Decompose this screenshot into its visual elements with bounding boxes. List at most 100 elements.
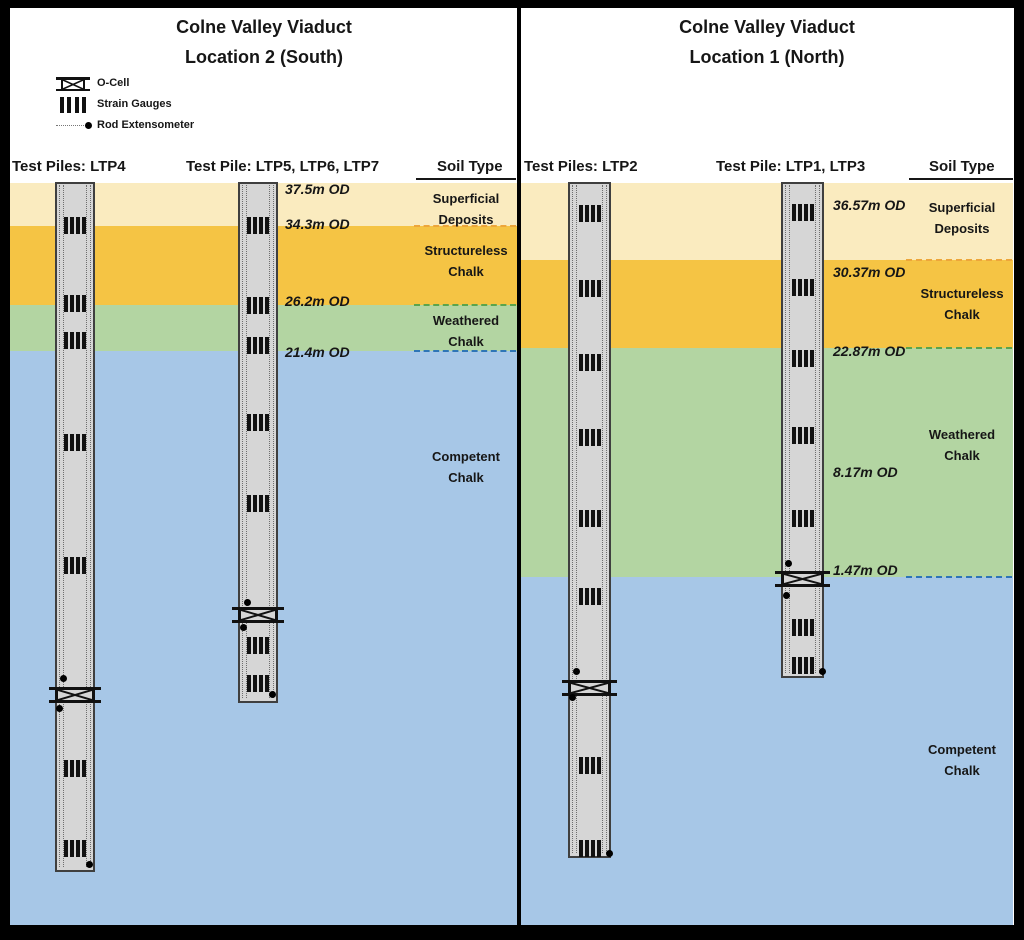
test-pile <box>55 182 95 872</box>
legend-label-ocell: O-Cell <box>97 77 130 89</box>
strain-gauges-icon <box>247 297 269 314</box>
column-header: Soil Type <box>437 158 503 175</box>
rod-extensometer-dot <box>573 668 580 675</box>
strain-gauges-icon <box>578 354 601 371</box>
strain-gauges-icon <box>247 217 269 234</box>
rod-extensometer-line <box>789 185 790 673</box>
ocell-top-bar <box>49 687 101 690</box>
strain-gauges-icon <box>247 337 269 354</box>
rod-extensometer-dot <box>819 668 826 675</box>
rod-extensometer-line <box>572 185 573 853</box>
rod-extensometer-dot <box>783 592 790 599</box>
strain-gauges-icon <box>791 657 814 674</box>
elevation-label: 34.3m OD <box>285 216 350 232</box>
strain-gauges-icon <box>247 495 269 512</box>
rod-extensometer-dot <box>606 850 613 857</box>
column-header: Test Pile: LTP5, LTP6, LTP7 <box>186 158 380 175</box>
rod-extensometer-line <box>242 185 243 698</box>
panel-title-line2: Location 2 (South) <box>185 47 343 67</box>
ocell-icon <box>238 610 278 620</box>
legend: O-Cell Strain Gauges Rod Extensometer <box>56 76 316 138</box>
rod-extensometer-line <box>269 185 270 698</box>
ocell-top-bar <box>562 680 617 683</box>
layer-boundary-dash <box>906 347 1012 349</box>
panel-title-line2: Location 1 (North) <box>689 47 845 67</box>
column-header: Test Piles: LTP4 <box>12 158 126 175</box>
panel-title-line1: Colne Valley Viaduct <box>679 17 855 37</box>
strain-gauges-icon <box>64 434 86 451</box>
elevation-label: 36.57m OD <box>833 197 906 213</box>
strain-gauges-icon <box>791 204 814 221</box>
layer-boundary-dash <box>414 350 516 352</box>
elevation-label: 30.37m OD <box>833 264 906 280</box>
soil-type-label: Superficial Deposits <box>928 200 996 236</box>
elevation-label: 8.17m OD <box>833 464 898 480</box>
soil-type-label: Weathered Chalk <box>432 313 500 349</box>
strain-gauges-icon <box>247 414 269 431</box>
panel-divider <box>517 8 521 925</box>
rod-extensometer-dot <box>86 861 93 868</box>
rod-extensometer-line <box>246 185 247 698</box>
elevation-label: 21.4m OD <box>285 344 350 360</box>
strain-gauges-icon <box>791 427 814 444</box>
soil-type-underline <box>909 178 1013 180</box>
ocell-bottom-bar <box>232 620 284 623</box>
column-header: Test Pile: LTP1, LTP3 <box>716 158 866 175</box>
strain-gauges-icon <box>578 757 601 774</box>
strain-gauges-icon <box>60 97 86 113</box>
layer-boundary-dash <box>906 576 1012 578</box>
rod-extensometer-dot <box>56 705 63 712</box>
strain-gauges-icon <box>64 332 86 349</box>
soil-type-label: Competent Chalk <box>928 742 996 778</box>
strain-gauges-icon <box>791 619 814 636</box>
layer-boundary-dash <box>906 259 1012 261</box>
strain-gauges-icon <box>791 279 814 296</box>
soil-type-label: Weathered Chalk <box>928 427 996 463</box>
strain-gauges-icon <box>578 588 601 605</box>
rod-extensometer-dot <box>60 675 67 682</box>
strain-gauges-icon <box>578 280 601 297</box>
rod-extensometer-line <box>90 185 91 867</box>
rod-extensometer-dot <box>85 122 92 129</box>
rod-extensometer-dot <box>785 560 792 567</box>
column-header: Soil Type <box>929 158 995 175</box>
soil-type-label: Structureless Chalk <box>424 243 508 279</box>
strain-gauges-icon <box>64 840 86 857</box>
strain-gauges-icon <box>64 295 86 312</box>
rod-extensometer-line <box>86 185 87 867</box>
rod-extensometer-line <box>606 185 607 853</box>
strain-gauges-icon <box>791 510 814 527</box>
strain-gauges-icon <box>578 510 601 527</box>
strain-gauges-icon <box>64 760 86 777</box>
strain-gauges-icon <box>791 350 814 367</box>
panel-title-line1: Colne Valley Viaduct <box>176 17 352 37</box>
ocell-top-bar <box>775 571 830 574</box>
rod-extensometer-line <box>815 185 816 673</box>
layer-boundary-dash <box>414 304 516 306</box>
rod-extensometer-line <box>59 185 60 867</box>
rod-extensometer-line <box>576 185 577 853</box>
elevation-label: 26.2m OD <box>285 293 350 309</box>
soil-type-underline <box>416 178 516 180</box>
soil-type-label: Structureless Chalk <box>920 286 1004 322</box>
soil-type-label: Superficial Deposits <box>432 191 500 227</box>
strain-gauges-icon <box>578 205 601 222</box>
rod-extensometer-line <box>819 185 820 673</box>
column-header: Test Piles: LTP2 <box>524 158 638 175</box>
test-pile <box>568 182 611 858</box>
strain-gauges-icon <box>64 557 86 574</box>
rod-extensometer-line <box>63 185 64 867</box>
soil-type-label: Competent Chalk <box>432 449 500 485</box>
rod-extensometer-icon <box>56 125 88 126</box>
ocell-bottom-bar <box>49 700 101 703</box>
rod-extensometer-line <box>602 185 603 853</box>
strain-gauges-icon <box>578 429 601 446</box>
rod-extensometer-dot <box>244 599 251 606</box>
strain-gauges-icon <box>247 637 269 654</box>
layer-boundary-dash <box>414 225 516 227</box>
ocell-top-bar <box>232 607 284 610</box>
rod-extensometer-line <box>273 185 274 698</box>
ocell-icon <box>781 574 824 584</box>
